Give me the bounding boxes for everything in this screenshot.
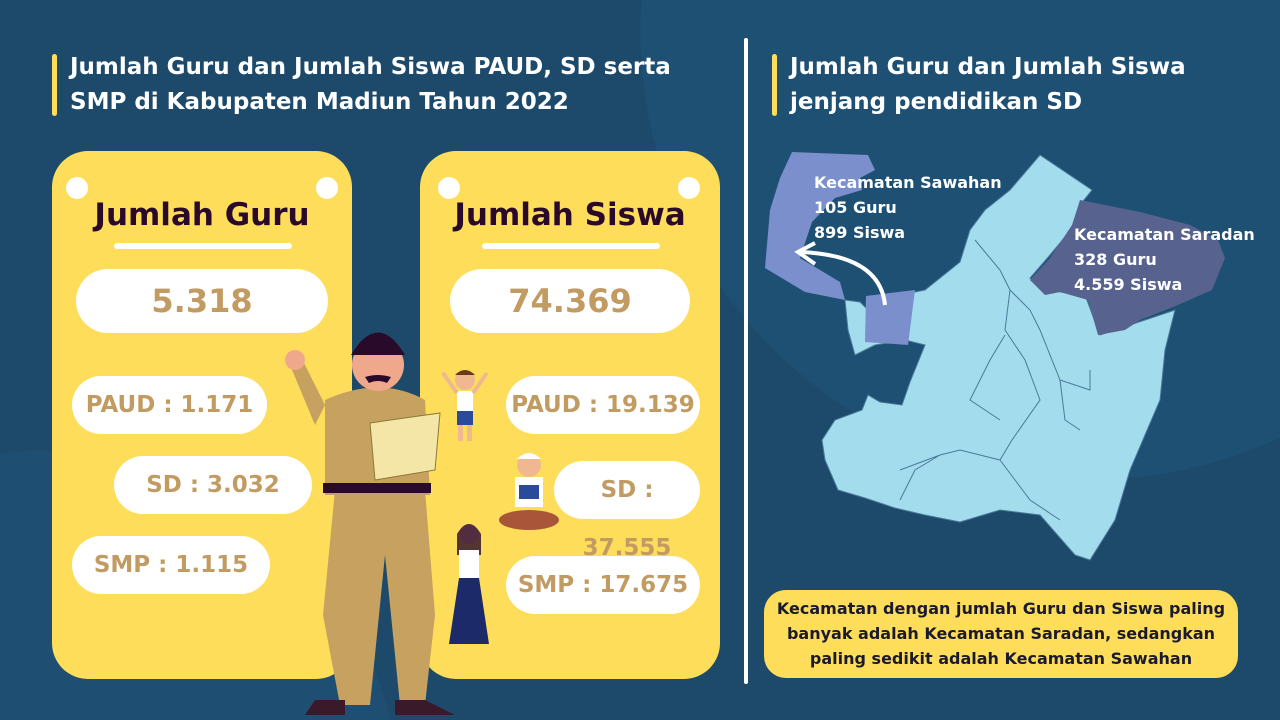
sawahan-name: Kecamatan Sawahan [814,173,1002,192]
right-title: Jumlah Guru dan Jumlah Siswa jenjang pen… [772,50,1202,120]
guru-smp: SMP : 1.115 [72,536,270,594]
teacher-illustration [285,332,455,715]
left-title: Jumlah Guru dan Jumlah Siswa PAUD, SD se… [52,50,702,120]
siswa-total: 74.369 [450,269,690,333]
sawahan-label: Kecamatan Sawahan 105 Guru 899 Siswa [814,170,1002,245]
guru-heading: Jumlah Guru [94,197,310,233]
card-hole [678,177,700,199]
guru-sd: SD : 3.032 [114,456,312,514]
card-hole [438,177,460,199]
siswa-smp: SMP : 17.675 [506,556,700,614]
heading-underline [482,243,660,249]
saradan-siswa: 4.559 Siswa [1074,275,1183,294]
madiun-map [765,152,1225,561]
saradan-name: Kecamatan Saradan [1074,225,1255,244]
divider [744,38,748,684]
saradan-guru: 328 Guru [1074,250,1157,269]
summary-note: Kecamatan dengan jumlah Guru dan Siswa p… [764,590,1238,678]
map-region-saradan [1030,200,1225,335]
card-hole [316,177,338,199]
map-borders [899,239,1091,521]
arrow-icon [799,250,887,306]
arrowhead-icon [794,241,817,266]
student-reading-icon [499,453,559,530]
card-hole [66,177,88,199]
sawahan-siswa: 899 Siswa [814,223,906,242]
siswa-paud: PAUD : 19.139 [506,376,700,434]
heading-underline [114,243,292,249]
guru-card: Jumlah Guru 5.318 PAUD : 1.171 SD : 3.03… [52,151,352,679]
siswa-card: Jumlah Siswa 74.369 PAUD : 19.139 SD : 3… [420,151,720,679]
siswa-sd: SD : 37.555 [554,461,700,561]
student-boy-icon [441,370,489,441]
sawahan-guru: 105 Guru [814,198,897,217]
siswa-heading: Jumlah Siswa [454,197,686,233]
map-region-sawahan [765,152,915,345]
guru-total: 5.318 [76,269,328,333]
student-girl-icon [449,524,489,644]
guru-paud: PAUD : 1.171 [72,376,267,434]
saradan-label: Kecamatan Saradan 328 Guru 4.559 Siswa [1074,222,1255,297]
